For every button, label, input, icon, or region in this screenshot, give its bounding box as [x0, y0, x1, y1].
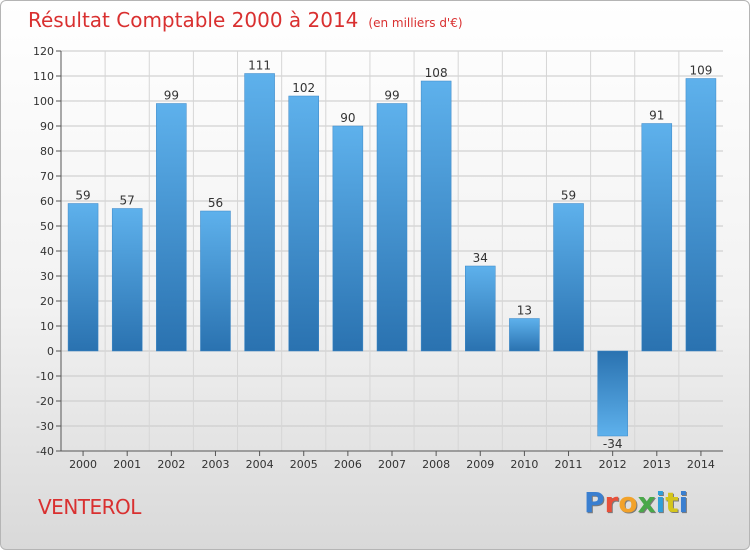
- x-tick-label: 2009: [466, 458, 494, 471]
- bar-value-label: 90: [340, 111, 355, 125]
- x-tick-label: 2008: [422, 458, 450, 471]
- y-tick-label: 100: [33, 95, 54, 108]
- y-tick-label: -40: [36, 445, 54, 458]
- labels: 1201101009080706050403020100-10-20-30-40…: [33, 45, 715, 471]
- y-tick-label: 70: [40, 170, 54, 183]
- logo-letter: i: [655, 486, 666, 519]
- bar-value-label: 91: [649, 109, 664, 123]
- bar-value-label: 56: [208, 196, 223, 210]
- y-tick-label: 30: [40, 270, 54, 283]
- bar-value-label: 111: [248, 59, 271, 73]
- x-tick-label: 2000: [69, 458, 97, 471]
- bar: [641, 123, 673, 352]
- x-tick-label: 2010: [510, 458, 538, 471]
- y-tick-label: -10: [36, 370, 54, 383]
- bar: [244, 73, 275, 352]
- y-tick-label: -20: [36, 395, 54, 408]
- bar-value-label: 57: [120, 194, 135, 208]
- x-tick-label: 2002: [157, 458, 185, 471]
- y-tick-label: 120: [33, 45, 54, 58]
- bar: [200, 210, 231, 352]
- x-tick-label: 2012: [599, 458, 627, 471]
- x-tick-label: 2005: [290, 458, 318, 471]
- bar-value-label: 109: [689, 64, 712, 78]
- x-tick-label: 2014: [687, 458, 715, 471]
- bar-value-label: 34: [473, 251, 488, 265]
- proxiti-logo[interactable]: Proxiti: [584, 486, 688, 519]
- y-tick-label: 50: [40, 220, 54, 233]
- bar: [597, 350, 628, 437]
- x-tick-label: 2003: [201, 458, 229, 471]
- chart-unit-label: (en milliers d'€): [368, 16, 463, 30]
- bar: [111, 208, 143, 352]
- bar-value-label: -34: [603, 437, 623, 451]
- bar: [509, 318, 540, 352]
- bar-value-label: 108: [425, 66, 448, 80]
- x-tick-label: 2006: [334, 458, 362, 471]
- logo-letter: r: [604, 486, 619, 519]
- bar: [465, 265, 496, 352]
- bar-value-label: 102: [292, 81, 315, 95]
- x-tick-label: 2004: [246, 458, 274, 471]
- bars: [67, 73, 717, 437]
- bar: [376, 103, 408, 352]
- x-tick-label: 2013: [643, 458, 671, 471]
- y-tick-label: 20: [40, 295, 54, 308]
- bar-value-label: 59: [561, 189, 576, 203]
- bar: [288, 95, 319, 352]
- logo-letter: i: [678, 486, 689, 519]
- commune-name: VENTEROL: [38, 495, 141, 519]
- y-tick-label: 40: [40, 245, 54, 258]
- bar: [67, 203, 99, 352]
- x-tick-label: 2011: [555, 458, 583, 471]
- y-tick-label: 110: [33, 70, 54, 83]
- bar-value-label: 99: [384, 89, 399, 103]
- bar: [156, 103, 187, 352]
- x-tick-label: 2007: [378, 458, 406, 471]
- bar: [553, 203, 584, 352]
- y-tick-label: 10: [40, 320, 54, 333]
- y-tick-label: 90: [40, 120, 54, 133]
- y-tick-label: 0: [47, 345, 54, 358]
- bar-value-label: 59: [75, 189, 90, 203]
- bar: [685, 78, 717, 352]
- logo-letter: x: [637, 486, 656, 519]
- y-tick-label: -30: [36, 420, 54, 433]
- logo-letter: o: [618, 486, 638, 519]
- logo-letter: P: [584, 486, 605, 519]
- bar: [332, 125, 364, 352]
- bar-value-label: 99: [164, 89, 179, 103]
- bar: [420, 80, 452, 352]
- title-row: Résultat Comptable 2000 à 2014 (en millie…: [28, 8, 463, 32]
- bar-value-label: 13: [517, 304, 532, 318]
- y-tick-label: 80: [40, 145, 54, 158]
- chart-title: Résultat Comptable 2000 à 2014: [28, 8, 359, 32]
- x-tick-label: 2001: [113, 458, 141, 471]
- logo-letter: t: [665, 486, 679, 519]
- y-tick-label: 60: [40, 195, 54, 208]
- axes: [56, 50, 723, 456]
